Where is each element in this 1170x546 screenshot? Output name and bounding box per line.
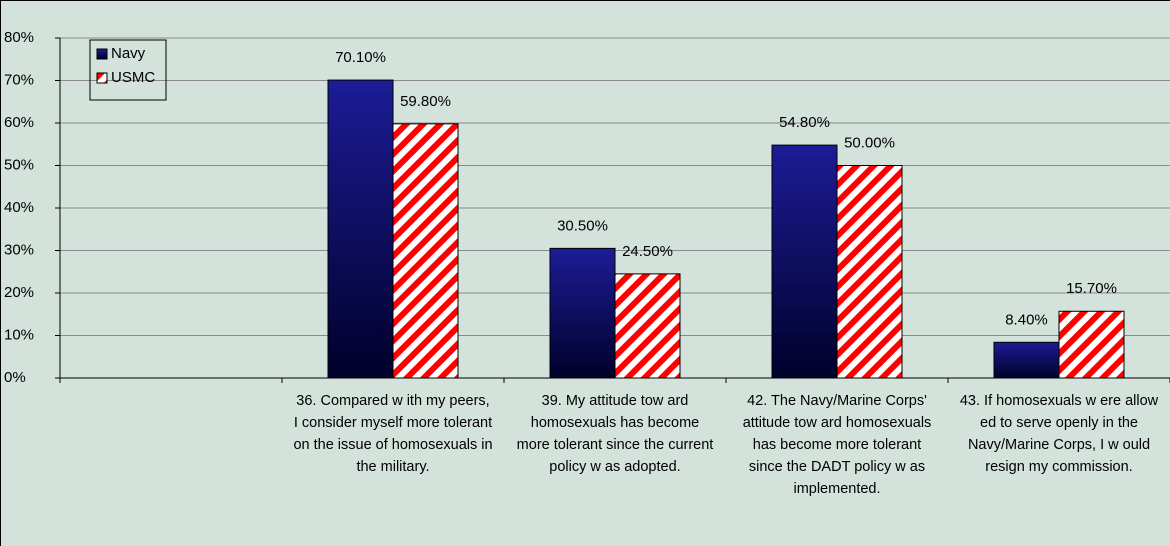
x-label-box: 36. Compared w ith my peers, I consider … xyxy=(293,393,493,475)
x-tick-label: 39. My attitude tow ard homosexuals has … xyxy=(516,393,714,475)
value-label: 50.00% xyxy=(844,134,895,151)
legend-swatch xyxy=(96,48,108,60)
y-tick-label: 20% xyxy=(4,284,34,301)
legend-swatch xyxy=(96,72,108,84)
x-label-box: 39. My attitude tow ard homosexuals has … xyxy=(516,393,714,475)
x-tick-label: 43. If homosexuals w ere allow ed to ser… xyxy=(959,393,1159,475)
value-label: 8.40% xyxy=(1005,311,1048,328)
value-label: 70.10% xyxy=(335,49,386,66)
bar xyxy=(392,123,459,379)
x-label-box: 43. If homosexuals w ere allow ed to ser… xyxy=(959,393,1159,475)
value-label: 59.80% xyxy=(400,93,451,110)
bar xyxy=(836,165,903,379)
x-tick-label: 36. Compared w ith my peers, I consider … xyxy=(293,393,493,475)
y-tick-label: 70% xyxy=(4,71,34,88)
y-tick-label: 50% xyxy=(4,156,34,173)
legend-box xyxy=(89,39,167,101)
bar xyxy=(771,144,838,379)
y-tick-label: 60% xyxy=(4,114,34,131)
legend-label: USMC xyxy=(111,69,155,86)
y-tick-label: 40% xyxy=(4,199,34,216)
y-tick-label: 30% xyxy=(4,241,34,258)
bar xyxy=(1058,310,1125,379)
x-label-box: 42. The Navy/Marine Corps' attitude tow … xyxy=(742,393,932,497)
bar xyxy=(993,341,1060,379)
legend: Navy USMC xyxy=(89,39,167,101)
legend-label: Navy xyxy=(111,45,146,62)
bar xyxy=(327,79,394,379)
y-tick-label: 10% xyxy=(4,326,34,343)
bar xyxy=(614,273,681,379)
y-tick-label: 80% xyxy=(4,29,34,46)
x-tick-label: 42. The Navy/Marine Corps' attitude tow … xyxy=(742,393,932,497)
value-label: 24.50% xyxy=(622,243,673,260)
value-label: 54.80% xyxy=(779,114,830,131)
bar xyxy=(549,247,616,379)
value-label: 15.70% xyxy=(1066,280,1117,297)
y-tick-label: 0% xyxy=(4,369,26,386)
value-label: 30.50% xyxy=(557,217,608,234)
